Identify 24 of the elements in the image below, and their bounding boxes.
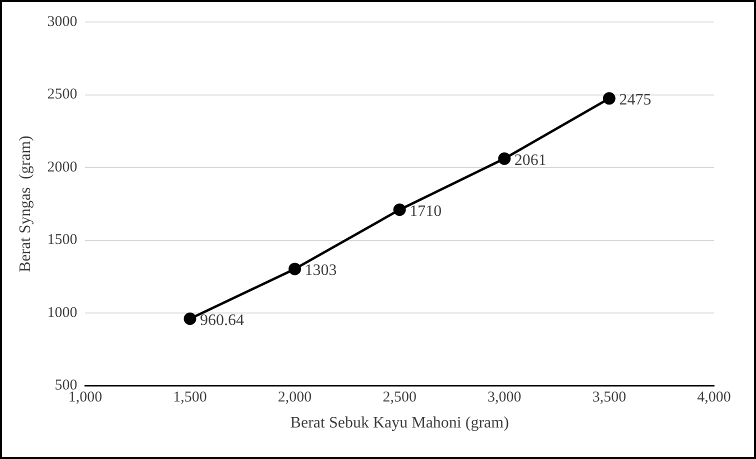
point [498,152,511,165]
y-tick-label: 2000 [47,159,78,176]
data-label: 1303 [304,262,337,280]
data-label: 2061 [514,152,546,169]
data-label: 1710 [410,202,442,220]
x-axis-title: Berat Sebuk Kayu Mahoni (gram) [290,414,509,432]
y-tick-label: 2500 [47,86,78,103]
x-tick-label: 2,000 [278,390,312,406]
point [184,312,196,326]
y-axis-title: Berat Syngas (gram) [16,136,34,272]
x-tick-label: 3,500 [592,390,626,406]
x-tick-label: 1,500 [173,390,207,406]
point [602,92,616,105]
data-label: 960.64 [200,312,244,329]
y-tick-label: 3000 [47,14,78,30]
x-tick-label: 1,000 [68,390,102,406]
y-tick-label: 1000 [47,304,78,321]
x-tick-label: 3,000 [488,390,522,406]
x-tick-label: 4,000 [697,390,731,406]
point [288,262,302,276]
data-label: 2475 [619,92,652,109]
point [393,203,406,216]
x-tick-label: 2,500 [382,390,416,406]
y-tick-label: 1500 [47,232,78,248]
